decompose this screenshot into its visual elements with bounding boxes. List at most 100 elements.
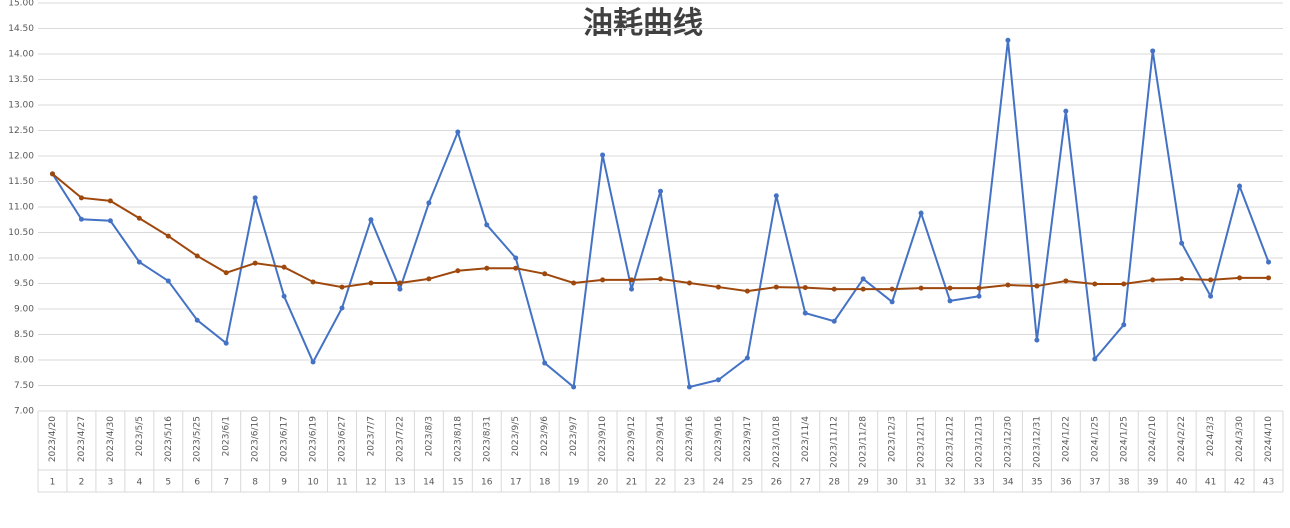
x-index-label: 11	[336, 478, 347, 488]
data-point	[397, 280, 403, 286]
data-point	[426, 200, 432, 206]
x-index-label: 43	[1263, 478, 1274, 488]
data-point	[1121, 322, 1127, 328]
x-tick-label: 2023/9/12	[627, 416, 637, 462]
data-point	[397, 286, 403, 292]
data-point	[310, 359, 316, 365]
x-tick-label: 2023/12/3	[888, 416, 898, 462]
y-tick-label: 7.00	[14, 407, 34, 417]
data-point	[802, 310, 808, 316]
data-point	[165, 278, 171, 284]
x-tick-label: 2023/12/30	[1003, 416, 1013, 468]
y-tick-label: 8.50	[14, 330, 34, 340]
data-point	[223, 340, 229, 346]
y-tick-label: 15.00	[8, 0, 34, 9]
x-tick-label: 2023/6/1	[222, 416, 232, 456]
x-tick-label: 2023/11/4	[801, 416, 811, 462]
x-tick-label: 2023/11/12	[830, 416, 840, 468]
chart-title: 油耗曲线	[583, 6, 703, 41]
x-tick-label: 2023/6/17	[280, 416, 290, 462]
data-point	[484, 265, 490, 271]
y-tick-label: 8.00	[14, 356, 34, 366]
data-point	[78, 216, 84, 222]
x-tick-label: 2023/8/31	[482, 416, 492, 462]
x-tick-label: 2023/8/3	[424, 416, 434, 456]
x-tick-label: 2023/7/22	[395, 416, 405, 462]
x-index-label: 30	[886, 478, 898, 488]
data-point	[629, 286, 635, 292]
x-tick-label: 2023/9/5	[511, 416, 521, 456]
data-point	[860, 276, 866, 282]
data-point	[339, 305, 345, 311]
y-tick-label: 9.00	[14, 305, 34, 315]
data-point	[1092, 356, 1098, 362]
x-tick-label: 2024/2/10	[1148, 416, 1158, 462]
data-point	[686, 280, 692, 286]
y-tick-label: 13.50	[8, 75, 34, 85]
data-point	[1121, 281, 1127, 287]
data-point	[773, 284, 779, 290]
x-index-label: 38	[1118, 478, 1130, 488]
data-point	[831, 286, 837, 292]
x-index-label: 31	[915, 478, 926, 488]
data-point	[1266, 259, 1272, 265]
x-index-label: 23	[684, 478, 695, 488]
x-index-label: 21	[626, 478, 637, 488]
x-tick-label: 2023/11/28	[859, 416, 869, 468]
data-point	[513, 255, 519, 261]
x-tick-label: 2023/12/31	[1032, 416, 1042, 468]
x-index-label: 5	[165, 478, 171, 488]
data-point	[252, 260, 258, 266]
x-index-label: 24	[713, 478, 725, 488]
x-tick-label: 2023/5/25	[193, 416, 203, 462]
data-point	[600, 152, 606, 158]
x-tick-label: 2024/1/25	[1090, 416, 1100, 462]
data-point	[947, 285, 953, 291]
x-index-label: 27	[800, 478, 811, 488]
data-point	[426, 276, 432, 282]
y-tick-label: 11.50	[8, 177, 34, 187]
data-point	[107, 198, 113, 204]
x-index-label: 4	[136, 478, 142, 488]
y-tick-label: 14.50	[8, 24, 34, 34]
data-point	[1266, 275, 1272, 281]
x-tick-label: 2023/4/30	[106, 416, 116, 462]
x-tick-label: 2023/6/27	[338, 416, 348, 462]
data-point	[1034, 283, 1040, 289]
x-tick-label: 2023/6/19	[309, 416, 319, 462]
x-tick-label: 2023/10/18	[772, 416, 782, 468]
data-point	[136, 215, 142, 221]
x-index-label: 10	[307, 478, 319, 488]
x-tick-label: 2023/9/16	[714, 416, 724, 462]
x-index-label: 13	[394, 478, 405, 488]
data-point	[194, 253, 200, 259]
data-point	[1150, 48, 1156, 54]
x-tick-label: 2023/5/16	[164, 416, 174, 462]
y-tick-label: 12.50	[8, 126, 34, 136]
data-point	[629, 277, 635, 283]
data-point	[281, 264, 287, 270]
x-index-label: 34	[1002, 478, 1014, 488]
x-index-label: 25	[742, 478, 753, 488]
y-tick-label: 10.50	[8, 228, 34, 238]
x-tick-label: 2023/12/12	[946, 416, 956, 468]
x-index-label: 19	[568, 478, 580, 488]
data-point	[1005, 37, 1011, 43]
data-point	[1005, 282, 1011, 288]
data-point	[1179, 276, 1185, 282]
data-point	[1208, 277, 1214, 283]
x-tick-label: 2024/1/22	[1061, 416, 1071, 462]
x-index-label: 16	[481, 478, 493, 488]
x-tick-label: 2023/7/7	[366, 416, 376, 456]
data-point	[368, 217, 374, 223]
data-point	[1179, 240, 1185, 246]
data-point	[368, 280, 374, 286]
x-index-label: 28	[828, 478, 840, 488]
data-point	[658, 276, 663, 282]
x-tick-label: 2024/3/3	[1206, 416, 1216, 456]
x-tick-label: 2024/2/22	[1177, 416, 1187, 462]
x-index-label: 9	[281, 478, 287, 488]
x-tick-label: 2023/9/16	[685, 416, 695, 462]
x-index-label: 12	[365, 478, 376, 488]
data-point	[281, 293, 287, 299]
